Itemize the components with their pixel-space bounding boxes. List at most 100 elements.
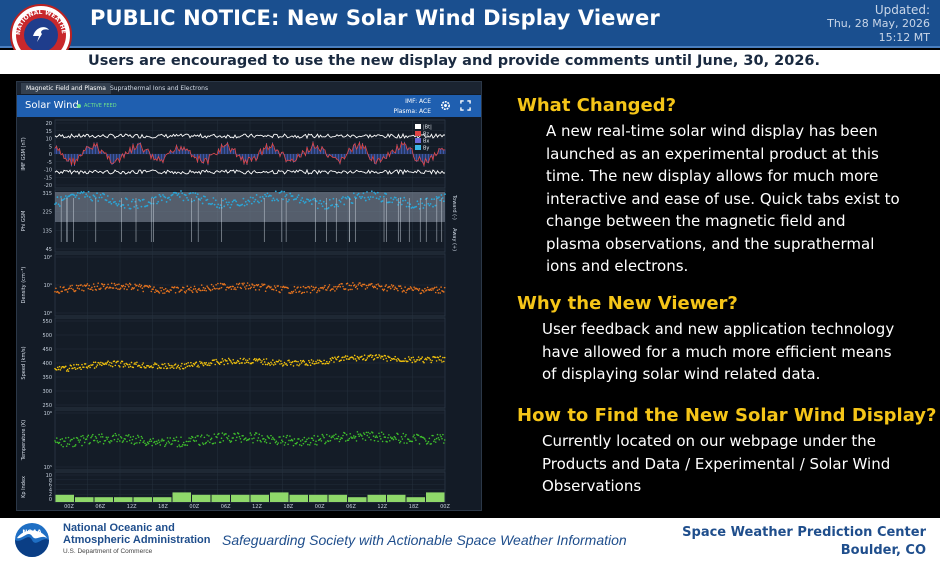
phi-point bbox=[357, 192, 360, 195]
phi-point bbox=[324, 207, 326, 210]
temperature-point bbox=[236, 436, 238, 439]
phi-point bbox=[285, 193, 288, 196]
density-point bbox=[282, 285, 285, 288]
temperature-point bbox=[329, 439, 332, 442]
phi-point bbox=[109, 200, 112, 203]
text-line: have allowed for a much more efficient m… bbox=[542, 342, 892, 361]
temperature-point bbox=[99, 440, 101, 443]
temperature-point bbox=[323, 436, 325, 439]
tab-suprathermal[interactable]: Suprathermal Ions and Electrons bbox=[110, 85, 209, 92]
temperature-point bbox=[156, 442, 159, 445]
temperature-point bbox=[398, 439, 400, 442]
speed-point bbox=[378, 354, 380, 356]
kp-bar bbox=[172, 492, 191, 502]
y-tick-label: -5 bbox=[47, 160, 52, 166]
temperature-point bbox=[337, 435, 340, 438]
fullscreen-icon[interactable] bbox=[460, 100, 471, 111]
right-axis-label: Toward (-) bbox=[451, 194, 457, 220]
settings-gear-icon[interactable] bbox=[440, 100, 451, 111]
speed-point bbox=[138, 364, 141, 367]
temperature-point bbox=[114, 432, 117, 435]
temperature-point bbox=[370, 438, 372, 441]
speed-point bbox=[98, 362, 100, 364]
temperature-point bbox=[234, 433, 236, 435]
phi-point bbox=[369, 196, 372, 198]
temperature-point bbox=[65, 437, 67, 439]
temperature-point bbox=[286, 434, 289, 437]
density-point bbox=[424, 287, 426, 290]
speed-point bbox=[439, 355, 442, 358]
speed-point bbox=[74, 366, 76, 369]
density-point bbox=[279, 291, 281, 294]
speed-point bbox=[201, 363, 204, 365]
temperature-point bbox=[341, 437, 343, 440]
temperature-point bbox=[179, 445, 181, 448]
legend-label: By bbox=[423, 146, 429, 152]
density-point bbox=[91, 286, 93, 289]
speed-point bbox=[166, 367, 169, 369]
temperature-point bbox=[394, 437, 397, 439]
density-point bbox=[436, 289, 439, 292]
speed-point bbox=[377, 356, 379, 359]
speed-point bbox=[152, 366, 154, 369]
speed-point bbox=[363, 354, 366, 356]
density-point bbox=[326, 287, 329, 289]
density-point bbox=[332, 288, 334, 290]
density-point bbox=[312, 286, 315, 288]
speed-point bbox=[70, 365, 72, 367]
density-point bbox=[292, 290, 295, 293]
density-point bbox=[192, 288, 195, 290]
kp-bar bbox=[114, 497, 133, 502]
temperature-point bbox=[128, 439, 131, 442]
density-point bbox=[150, 290, 153, 293]
temperature-point bbox=[237, 432, 240, 435]
phi-point bbox=[400, 203, 403, 206]
text-line: ions and electrons. bbox=[546, 257, 689, 275]
density-point bbox=[384, 285, 387, 288]
temperature-point bbox=[307, 443, 309, 446]
density-point bbox=[103, 283, 106, 286]
temperature-point bbox=[263, 440, 266, 443]
speed-point bbox=[327, 362, 330, 365]
phi-point bbox=[422, 207, 425, 209]
temperature-point bbox=[87, 434, 90, 437]
phi-point bbox=[428, 204, 431, 207]
y-tick-label: 0 bbox=[49, 497, 52, 503]
temperature-point bbox=[391, 437, 394, 439]
speed-point bbox=[59, 369, 62, 371]
density-point bbox=[428, 289, 431, 292]
temperature-point bbox=[432, 434, 434, 437]
speed-point bbox=[119, 362, 122, 364]
temperature-point bbox=[151, 444, 153, 447]
density-point bbox=[323, 286, 325, 289]
speed-point bbox=[92, 363, 94, 366]
density-point bbox=[241, 282, 243, 285]
speed-point bbox=[65, 365, 67, 368]
density-point bbox=[416, 288, 419, 291]
phi-point bbox=[86, 195, 89, 198]
density-point bbox=[351, 288, 353, 291]
density-point bbox=[386, 290, 388, 292]
updated-info: Updated: Thu, 28 May, 2026 15:12 MT bbox=[770, 3, 930, 45]
tab-magnetic-field-plasma[interactable]: Magnetic Field and Plasma bbox=[21, 83, 111, 94]
speed-point bbox=[142, 362, 144, 364]
phi-point bbox=[288, 199, 290, 201]
temperature-point bbox=[345, 433, 348, 436]
temperature-point bbox=[78, 441, 81, 443]
speed-point bbox=[181, 362, 183, 365]
temperature-point bbox=[144, 442, 146, 445]
speed-point bbox=[295, 360, 298, 363]
temperature-point bbox=[425, 440, 427, 442]
temperature-point bbox=[68, 443, 71, 446]
speed-point bbox=[271, 363, 273, 365]
phi-point bbox=[105, 199, 108, 202]
speed-point bbox=[205, 361, 207, 364]
speed-point bbox=[185, 362, 188, 365]
phi-point bbox=[82, 191, 85, 193]
phi-point bbox=[178, 196, 181, 198]
temperature-point bbox=[209, 441, 211, 444]
temperature-point bbox=[219, 441, 222, 444]
speed-point bbox=[300, 362, 303, 364]
speed-point bbox=[145, 366, 147, 369]
density-point bbox=[138, 283, 141, 286]
